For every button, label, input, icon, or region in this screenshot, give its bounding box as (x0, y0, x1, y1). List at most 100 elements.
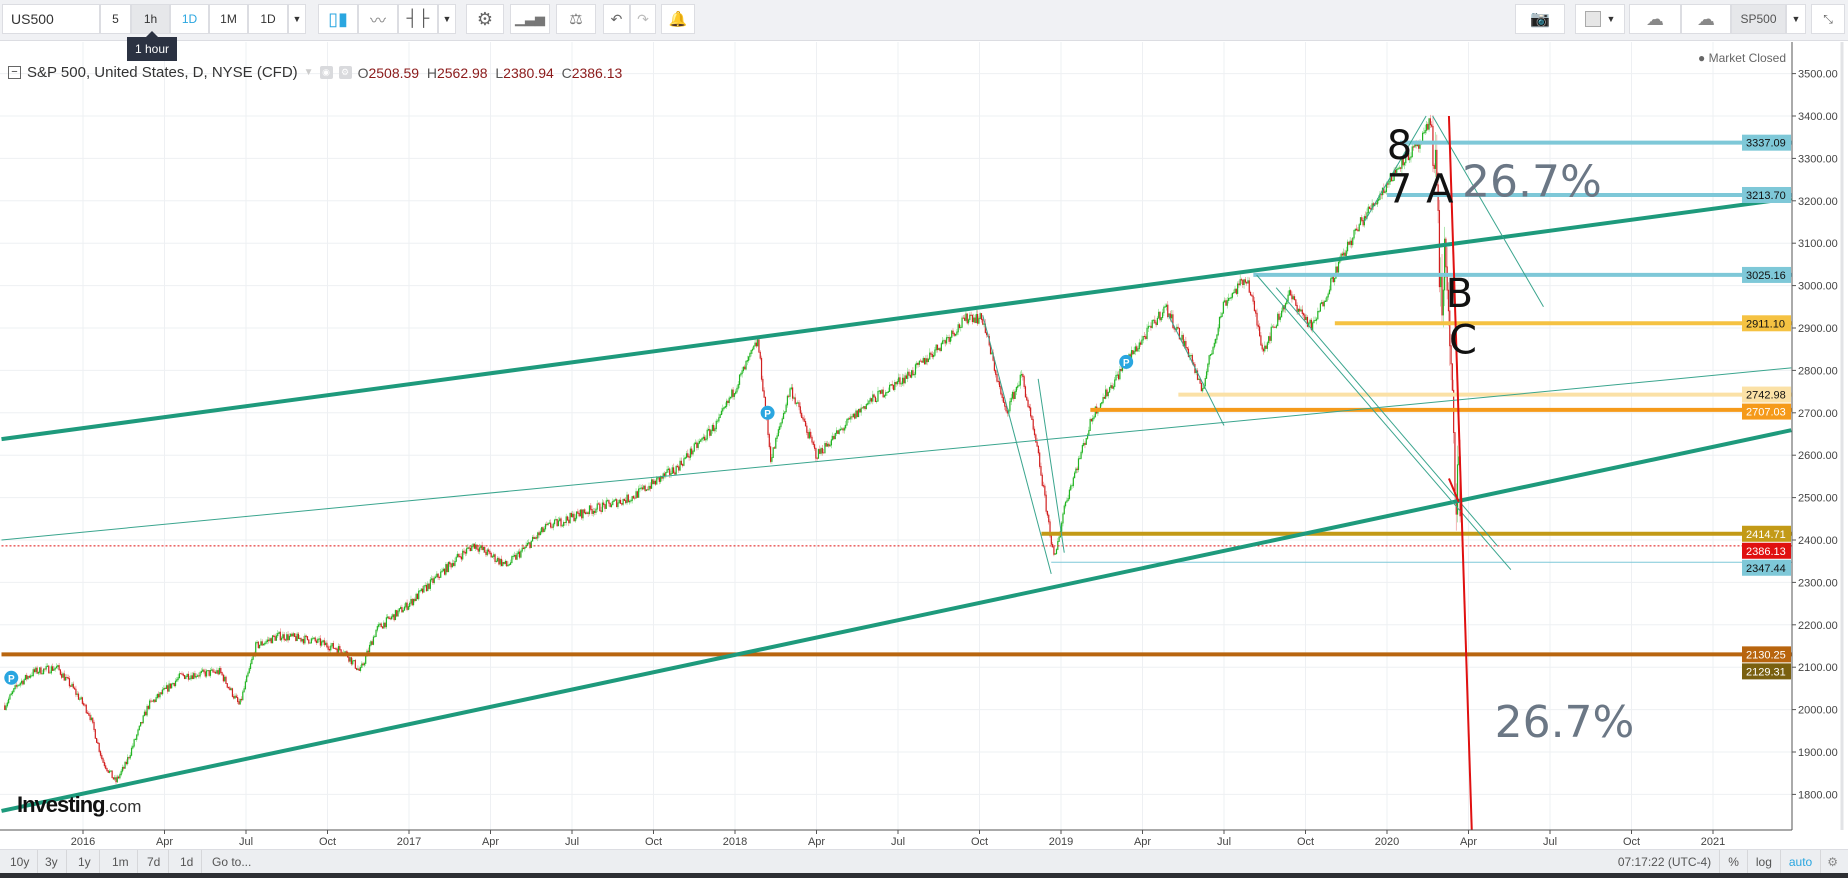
y-tick-label: 2400.00 (1798, 535, 1838, 547)
price-label: 2707.03 (1746, 407, 1786, 419)
wave-label: 8 (1387, 123, 1412, 169)
settings-gear-icon[interactable]: ⚙ (1827, 855, 1838, 869)
y-tick-label: 1800.00 (1798, 789, 1838, 801)
p-marker-label: P (8, 674, 15, 685)
x-tick-label: Jul (565, 836, 579, 848)
candles (4, 114, 1461, 785)
y-tick-label: 3200.00 (1798, 196, 1838, 208)
price-label: 2911.10 (1746, 318, 1785, 330)
logo-suffix: .com (104, 797, 142, 816)
close-label: C (561, 64, 572, 81)
y-tick-label: 2700.00 (1798, 408, 1838, 420)
x-tick-label: Jul (891, 836, 905, 848)
bottom-bar-right: 07:17:22 (UTC-4) % log auto ⚙ (1610, 850, 1844, 874)
y-tick-label: 3400.00 (1798, 111, 1838, 123)
y-tick-label: 2500.00 (1798, 493, 1838, 505)
x-tick-label: Jul (239, 836, 253, 848)
y-tick-label: 1900.00 (1798, 747, 1838, 759)
color-swatch-button[interactable]: ▼ (1575, 4, 1625, 34)
chart-area[interactable] (0, 40, 1848, 849)
chart-legend: − S&P 500, United States, D, NYSE (CFD) … (8, 64, 622, 81)
price-label-bg (1742, 559, 1791, 576)
interval-dropdown[interactable]: ▼ (288, 4, 306, 34)
alert-icon[interactable]: 🔔 (661, 4, 695, 34)
trendline-red (1448, 478, 1460, 503)
range-1y[interactable]: 1y (70, 850, 100, 874)
y-tick-label: 2900.00 (1798, 323, 1838, 335)
line-chart-icon[interactable]: 〰 (358, 4, 398, 34)
interval-1m[interactable]: 1M (209, 4, 248, 34)
range-3y[interactable]: 3y (37, 850, 67, 874)
interval-5[interactable]: 5 (100, 4, 131, 34)
trendline-red (1447, 115, 1473, 830)
saved-chart-dropdown[interactable]: ▼ (1786, 4, 1806, 34)
p-marker-circle (4, 670, 19, 685)
y-tick-label: 2000.00 (1798, 705, 1838, 717)
market-status: ● Market Closed (1698, 51, 1786, 65)
price-label-bg (1742, 134, 1791, 151)
p-marker-circle (760, 405, 775, 420)
wave-label: A (1426, 166, 1454, 212)
trendline-thin (1432, 115, 1544, 308)
gear-icon[interactable]: ⚙ (466, 4, 504, 34)
fullscreen-icon[interactable]: ⤡ (1811, 4, 1845, 34)
range-1m[interactable]: 1m (104, 850, 138, 874)
y-tick-label: 3500.00 (1798, 69, 1838, 81)
trendline-thick (1, 428, 1792, 813)
redo-icon[interactable]: ↷ (630, 4, 656, 34)
x-tick-label: Apr (1460, 836, 1477, 848)
eye-icon[interactable]: ◉ (319, 66, 333, 79)
bars-icon[interactable]: ┤├ (398, 4, 438, 34)
chart-type-dropdown[interactable]: ▼ (438, 4, 456, 34)
auto-toggle[interactable]: auto (1781, 850, 1822, 874)
trendline-thin (1363, 115, 1427, 223)
cloud-upload-icon[interactable]: ☁ (1681, 4, 1731, 34)
percent-toggle[interactable]: % (1720, 850, 1748, 874)
y-tick-label: 2600.00 (1798, 450, 1838, 462)
trendline-thin (1037, 378, 1065, 553)
settings-icon[interactable]: ⚙ (338, 66, 352, 79)
p-marker-label: P (764, 409, 771, 420)
symbol-input[interactable]: US500 (2, 4, 100, 34)
camera-icon[interactable]: 📷 (1515, 4, 1565, 34)
high-value: 2562.98 (436, 64, 488, 81)
chevron-down-icon[interactable]: ▼ (303, 67, 314, 78)
undo-icon[interactable]: ↶ (603, 4, 630, 34)
interval-custom[interactable]: 1D (248, 4, 288, 34)
range-7d[interactable]: 7d (139, 850, 170, 874)
range-1d[interactable]: 1d (172, 850, 203, 874)
close-value: 2386.13 (571, 64, 623, 81)
saved-chart-button[interactable]: SP500 (1731, 4, 1786, 34)
scale-icon[interactable]: ⚖ (556, 4, 596, 34)
footer-strip (0, 873, 1848, 878)
go-to-button[interactable]: Go to... (212, 855, 252, 869)
price-label-bg (1742, 646, 1791, 663)
x-tick-label: Oct (1297, 836, 1314, 848)
x-tick-label: Oct (971, 836, 988, 848)
y-tick-label: 3300.00 (1798, 153, 1838, 165)
collapse-icon[interactable]: − (8, 66, 21, 79)
open-value: 2508.59 (368, 64, 420, 81)
low-value: 2380.94 (503, 64, 554, 81)
p-marker: P (4, 670, 19, 685)
range-10y[interactable]: 10y (2, 850, 39, 874)
price-label: 2347.44 (1746, 563, 1786, 575)
logo-main: Investing (17, 792, 106, 817)
y-tick-label: 2300.00 (1798, 577, 1838, 589)
y-tick-label: 3100.00 (1798, 238, 1838, 250)
log-toggle[interactable]: log (1748, 850, 1781, 874)
candles-icon[interactable]: ▯▮ (318, 4, 358, 34)
p-marker: P (760, 405, 775, 420)
x-tick-label: 2020 (1375, 836, 1399, 848)
indicators-icon[interactable]: ▁▃▅ (510, 4, 550, 34)
x-tick-label: Oct (319, 836, 336, 848)
interval-1d[interactable]: 1D (170, 4, 209, 34)
price-label: 2130.25 (1746, 649, 1786, 661)
wave-label: 7 (1387, 166, 1412, 212)
price-label-bg (1742, 386, 1791, 403)
price-label: 2386.13 (1746, 546, 1786, 558)
cloud-download-icon[interactable]: ☁ (1629, 4, 1681, 34)
x-tick-label: Jul (1543, 836, 1557, 848)
